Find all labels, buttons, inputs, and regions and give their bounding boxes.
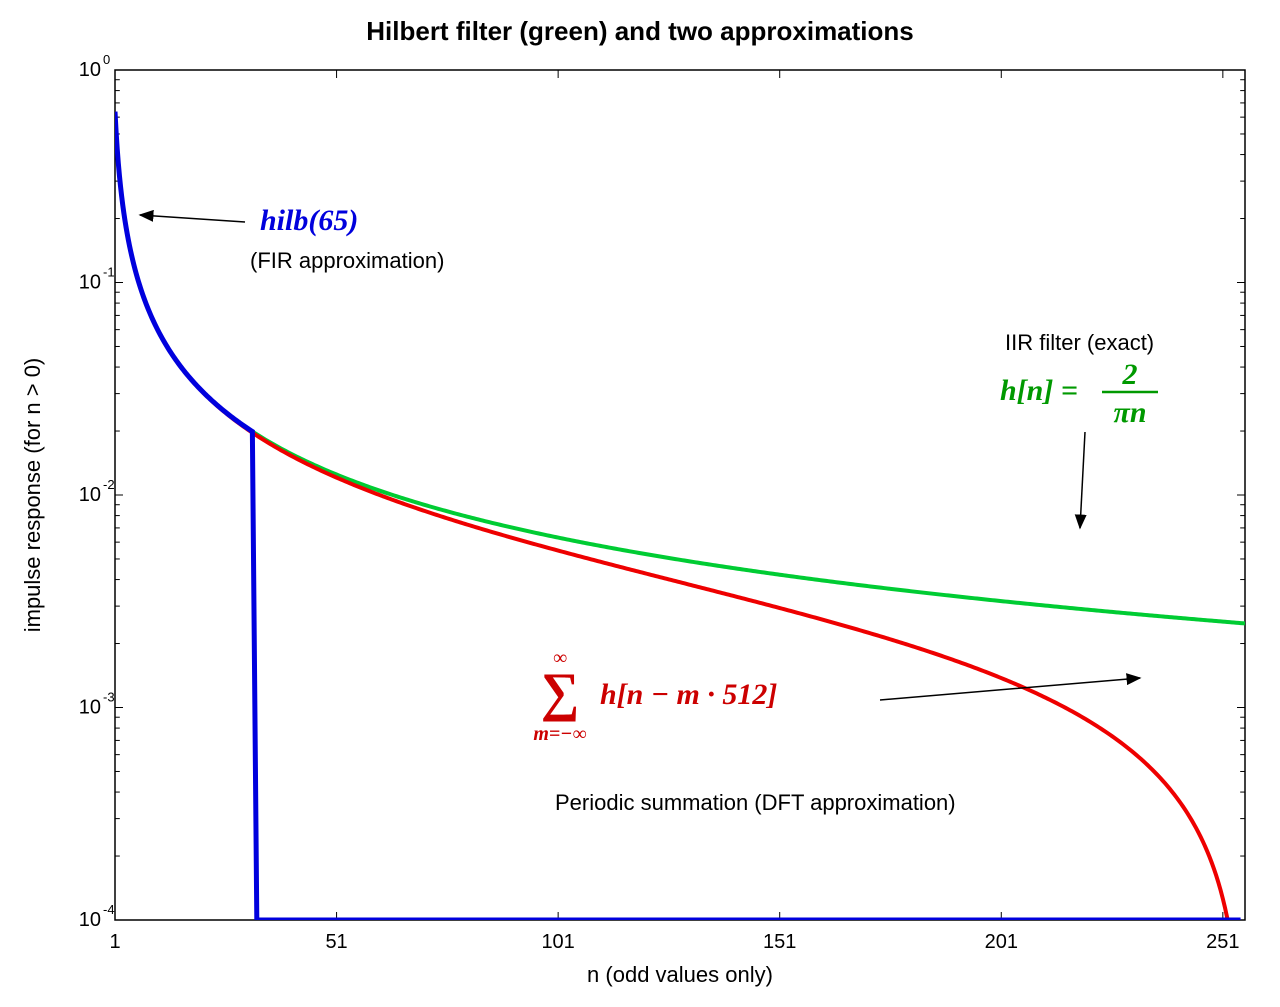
y-tick-label: 10-3 [79, 690, 115, 719]
x-tick-label: 251 [1206, 931, 1239, 953]
svg-text:0: 0 [103, 52, 110, 67]
svg-text:m=−∞: m=−∞ [533, 723, 586, 745]
x-tick-label: 151 [763, 931, 796, 953]
chart-container: Hilbert filter (green) and two approxima… [0, 0, 1280, 1007]
annot-hilb65-sub: (FIR approximation) [250, 248, 444, 273]
x-tick-label: 51 [325, 931, 347, 953]
y-tick-label: 10-1 [79, 265, 115, 294]
annot-iir-top: IIR filter (exact) [1005, 330, 1154, 355]
svg-text:h[n − m · 512]: h[n − m · 512] [600, 678, 777, 711]
svg-text:h[n] =: h[n] = [1000, 374, 1078, 407]
x-tick-label: 201 [985, 931, 1018, 953]
svg-text:-3: -3 [103, 690, 115, 705]
svg-text:10: 10 [79, 697, 101, 719]
svg-text:-1: -1 [103, 265, 115, 280]
svg-text:∑: ∑ [541, 662, 580, 722]
annot-hilb65-arrow [140, 215, 245, 222]
svg-text:-4: -4 [103, 902, 115, 917]
x-tick-label: 1 [109, 931, 120, 953]
svg-text:10: 10 [79, 484, 101, 506]
annot-iir-arrow [1080, 432, 1085, 528]
series-green-iir [115, 112, 1245, 624]
y-tick-label: 10-4 [79, 902, 115, 931]
svg-text:-2: -2 [103, 477, 115, 492]
y-tick-label: 10-2 [79, 477, 115, 506]
annot-periodic-formula: ∑∞ m=−∞ h[n − m · 512] [533, 647, 777, 745]
annot-iir-formula: h[n] = 2 πn [1000, 358, 1158, 429]
annot-periodic-sub: Periodic summation (DFT approximation) [555, 790, 956, 815]
y-tick-label: 100 [79, 52, 110, 81]
chart-title: Hilbert filter (green) and two approxima… [366, 16, 914, 46]
y-axis-label: impulse response (for n > 0) [20, 358, 45, 633]
x-tick-label: 101 [541, 931, 574, 953]
annot-hilb65: hilb(65) [260, 204, 358, 237]
svg-text:2: 2 [1122, 358, 1138, 391]
chart-svg: Hilbert filter (green) and two approxima… [0, 0, 1280, 1007]
svg-text:πn: πn [1113, 396, 1146, 429]
svg-text:∞: ∞ [553, 647, 567, 669]
svg-text:10: 10 [79, 272, 101, 294]
svg-text:10: 10 [79, 59, 101, 81]
svg-text:10: 10 [79, 909, 101, 931]
x-axis-label: n (odd values only) [587, 962, 773, 987]
